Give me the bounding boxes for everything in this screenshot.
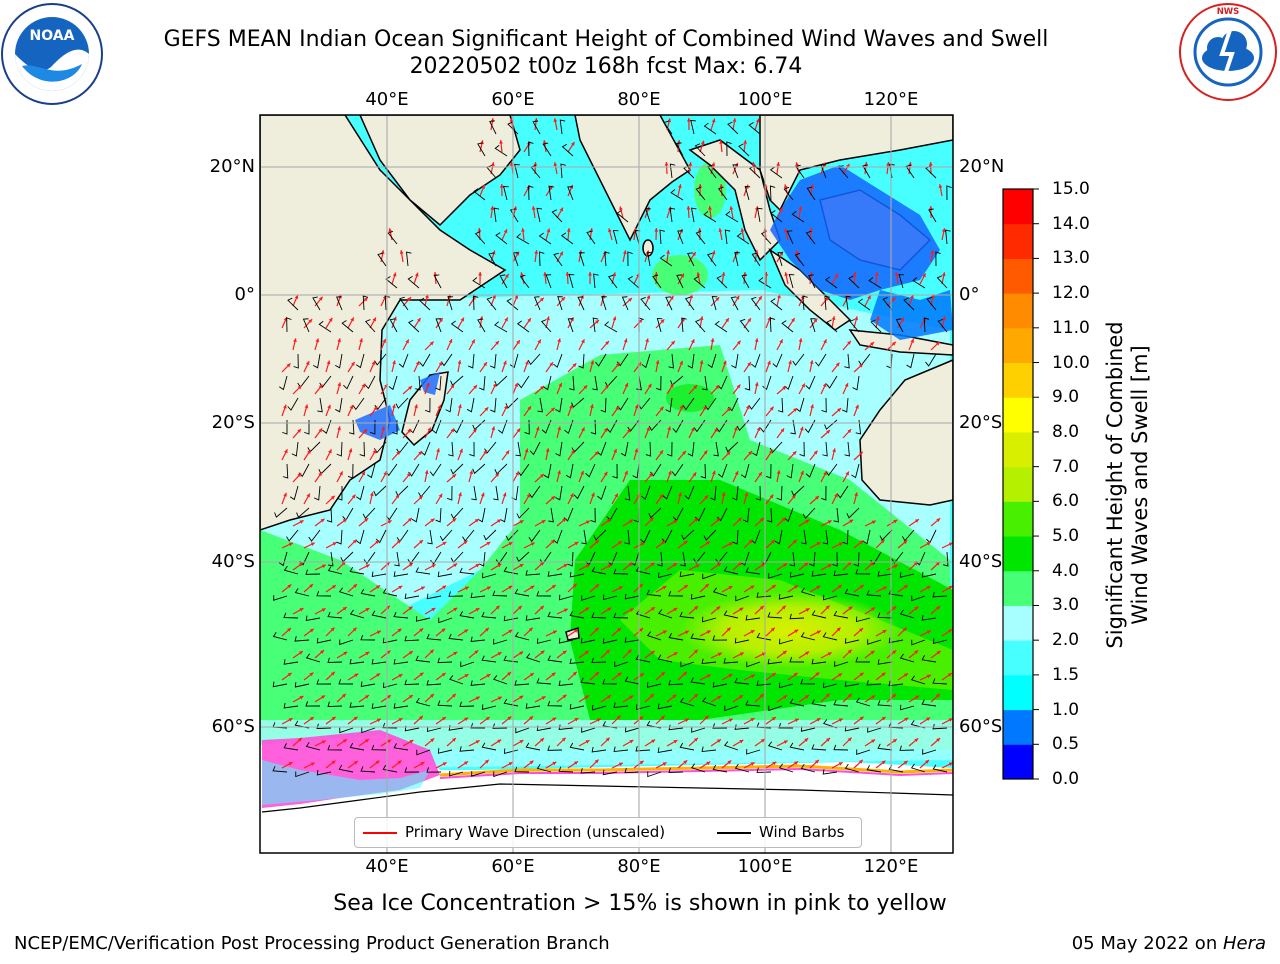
date-text: 05 May 2022 on Hera <box>1072 933 1266 954</box>
colorbar-tick-label: 7.0 <box>1052 458 1079 476</box>
colorbar-tick-label: 12.0 <box>1052 284 1090 302</box>
lat-tick-left: 60°S <box>212 717 255 737</box>
map-legend: Primary Wave Direction (unscaled) Wind B… <box>354 817 862 848</box>
colorbar-segment <box>1003 640 1033 675</box>
colorbar-segment <box>1003 328 1033 363</box>
colorbar-segment <box>1003 363 1033 398</box>
colorbar-tick-label: 8.0 <box>1052 423 1079 441</box>
colorbar-segment <box>1003 258 1033 293</box>
colorbar-segment <box>1003 536 1033 571</box>
colorbar-tick-label: 9.0 <box>1052 388 1079 406</box>
colorbar-tick-label: 0.5 <box>1052 735 1079 753</box>
colorbar-segment <box>1003 189 1033 224</box>
colorbar-tick-label: 15.0 <box>1052 180 1090 198</box>
lon-tick-top: 60°E <box>491 90 534 110</box>
lat-tick-right: 40°S <box>959 552 1002 572</box>
legend-item-wave: Primary Wave Direction (unscaled) <box>363 823 665 841</box>
lon-tick-top: 40°E <box>365 90 408 110</box>
lon-tick-top: 80°E <box>617 90 660 110</box>
colorbar-segment <box>1003 571 1033 606</box>
colorbar-tick-label: 11.0 <box>1052 319 1090 337</box>
colorbar-segment <box>1003 501 1033 536</box>
lat-tick-left: 40°S <box>212 552 255 572</box>
colorbar-segment <box>1003 605 1033 640</box>
colorbar-segment <box>1003 224 1033 259</box>
lat-tick-right: 20°N <box>959 157 1004 177</box>
colorbar-segment <box>1003 675 1033 710</box>
legend-item-wind: Wind Barbs <box>717 823 844 841</box>
lon-tick-bottom: 80°E <box>617 857 660 877</box>
lat-tick-right: 20°S <box>959 413 1002 433</box>
colorbar-segment <box>1003 744 1033 779</box>
colorbar-tick-label: 1.0 <box>1052 701 1079 719</box>
lat-tick-left: 20°S <box>212 413 255 433</box>
lon-tick-top: 120°E <box>864 90 919 110</box>
colorbar-tick-label: 14.0 <box>1052 215 1090 233</box>
lat-tick-right: 60°S <box>959 717 1002 737</box>
colorbar-segment <box>1003 467 1033 502</box>
colorbar-tick-label: 13.0 <box>1052 249 1090 267</box>
lon-tick-top: 100°E <box>738 90 793 110</box>
colorbar-segment <box>1003 397 1033 432</box>
colorbar-segment <box>1003 293 1033 328</box>
colorbar-segment <box>1003 432 1033 467</box>
colorbar-segment <box>1003 710 1033 745</box>
lon-tick-bottom: 120°E <box>864 857 919 877</box>
colorbar-tick-label: 10.0 <box>1052 354 1090 372</box>
map-fields <box>260 115 953 853</box>
credit-text: NCEP/EMC/Verification Post Processing Pr… <box>14 933 610 954</box>
sea-ice-note: Sea Ice Concentration > 15% is shown in … <box>0 891 1280 916</box>
colorbar-tick-label: 1.5 <box>1052 666 1079 684</box>
lon-tick-bottom: 60°E <box>491 857 534 877</box>
lat-tick-right: 0° <box>959 285 979 305</box>
colorbar-tick-label: 6.0 <box>1052 492 1079 510</box>
lon-tick-bottom: 100°E <box>738 857 793 877</box>
lat-tick-left: 20°N <box>210 157 255 177</box>
colorbar-tick-label: 2.0 <box>1052 631 1079 649</box>
colorbar-tick-label: 0.0 <box>1052 770 1079 788</box>
lat-tick-left: 0° <box>235 285 255 305</box>
colorbar-tick-label: 4.0 <box>1052 562 1079 580</box>
colorbar-tick-label: 5.0 <box>1052 527 1079 545</box>
lon-tick-bottom: 40°E <box>365 857 408 877</box>
colorbar-tick-label: 3.0 <box>1052 596 1079 614</box>
